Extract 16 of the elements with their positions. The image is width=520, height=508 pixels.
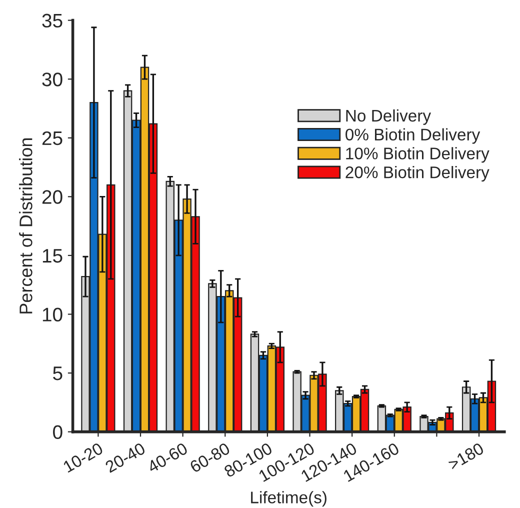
legend-label: 0% Biotin Delivery (346, 128, 480, 144)
x-axis-title: Lifetime(s) (251, 491, 326, 507)
legend-label: No Delivery (346, 109, 431, 125)
y-tick-label: 25 (42, 131, 62, 146)
y-tick-label: 15 (42, 249, 62, 263)
legend-label: 10% Biotin Delivery (346, 147, 490, 163)
x-tick-label: >180 (447, 442, 485, 470)
x-tick-label: 40-60 (146, 442, 188, 474)
y-tick-label: 5 (53, 366, 62, 380)
y-tick-label: 20 (42, 190, 62, 204)
y-tick-label: 0 (53, 425, 62, 440)
y-tick-label: 35 (42, 14, 62, 28)
y-tick-label: 10 (42, 308, 62, 322)
y-tick-label: 30 (42, 72, 62, 86)
y-axis-title: Percent of Distribution (19, 138, 32, 314)
legend-label: 20% Biotin Delivery (346, 166, 490, 182)
